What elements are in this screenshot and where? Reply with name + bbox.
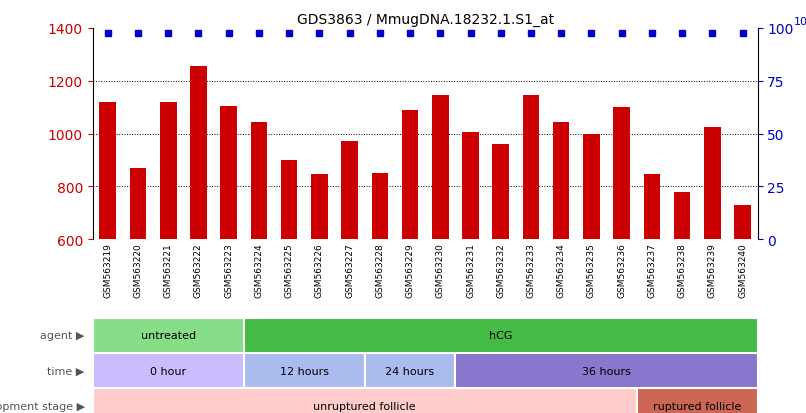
Bar: [553, 122, 570, 240]
Text: hCG: hCG: [489, 330, 513, 341]
Bar: [455, 353, 758, 388]
Text: unruptured follicle: unruptured follicle: [314, 401, 416, 411]
Bar: [583, 134, 600, 240]
Text: 24 hours: 24 hours: [385, 366, 434, 376]
Bar: [311, 174, 328, 240]
Bar: [522, 96, 539, 240]
Bar: [93, 353, 243, 388]
Bar: [637, 388, 758, 413]
Bar: [432, 96, 449, 240]
Bar: [190, 67, 207, 240]
Bar: [251, 122, 268, 240]
Bar: [372, 174, 388, 240]
Text: 12 hours: 12 hours: [280, 366, 329, 376]
Bar: [492, 145, 509, 240]
Bar: [243, 318, 758, 353]
Bar: [99, 102, 116, 240]
Bar: [462, 133, 479, 240]
Bar: [613, 108, 630, 240]
Text: agent ▶: agent ▶: [40, 330, 85, 341]
Text: time ▶: time ▶: [48, 366, 85, 376]
Bar: [704, 128, 721, 240]
Text: ruptured follicle: ruptured follicle: [653, 401, 742, 411]
Text: untreated: untreated: [141, 330, 196, 341]
Title: GDS3863 / MmugDNA.18232.1.S1_at: GDS3863 / MmugDNA.18232.1.S1_at: [297, 12, 554, 26]
Bar: [674, 192, 691, 240]
Bar: [160, 102, 177, 240]
Bar: [280, 161, 297, 240]
Bar: [220, 107, 237, 240]
Bar: [734, 205, 751, 240]
Text: 0 hour: 0 hour: [150, 366, 186, 376]
Bar: [93, 318, 243, 353]
Bar: [643, 175, 660, 240]
Bar: [341, 142, 358, 240]
Bar: [401, 111, 418, 240]
Bar: [93, 388, 637, 413]
Bar: [130, 169, 147, 240]
Bar: [364, 353, 455, 388]
Text: 36 hours: 36 hours: [582, 366, 631, 376]
Bar: [243, 353, 364, 388]
Text: 100%: 100%: [794, 17, 806, 27]
Text: development stage ▶: development stage ▶: [0, 401, 85, 411]
